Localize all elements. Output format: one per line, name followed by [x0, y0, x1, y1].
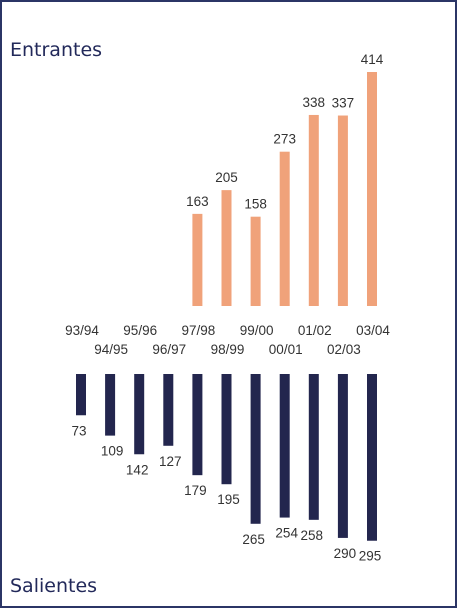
- entrantes-bar-98-99: [221, 190, 232, 306]
- entrantes-value-02-03: 337: [332, 96, 355, 111]
- salientes-bar-03-04: [367, 374, 377, 541]
- salientes-value-01-02: 258: [301, 528, 324, 543]
- entrantes-value-97-98: 163: [186, 194, 209, 209]
- entrantes-value-99-00: 158: [244, 197, 267, 212]
- salientes-bar-97-98: [192, 374, 203, 476]
- category-label-93-94: 93/94: [65, 323, 99, 338]
- entrantes-bar-02-03: [337, 115, 348, 307]
- salientes-bar-95-96: [134, 374, 145, 455]
- entrantes-bar-97-98: [192, 213, 203, 306]
- salientes-heading: Salientes: [10, 575, 97, 597]
- salientes-value-03-04: 295: [359, 549, 382, 564]
- entrantes-value-98-99: 205: [215, 170, 238, 185]
- salientes-value-97-98: 179: [184, 483, 207, 498]
- salientes-bar-94-95: [105, 374, 116, 436]
- salientes-value-00-01: 254: [275, 526, 298, 541]
- entrantes-bar-99-00: [250, 216, 261, 306]
- entrantes-value-00-01: 273: [273, 132, 296, 147]
- salientes-bar-98-99: [221, 374, 232, 485]
- entrantes-bar-01-02: [308, 114, 319, 307]
- salientes-value-95-96: 142: [126, 462, 149, 477]
- category-label-00-01: 00/01: [269, 342, 303, 357]
- entrantes-value-03-04: 414: [361, 52, 384, 67]
- salientes-value-94-95: 109: [101, 444, 124, 459]
- salientes-value-96-97: 127: [159, 454, 182, 469]
- salientes-bar-01-02: [308, 374, 319, 520]
- salientes-bar-02-03: [337, 374, 348, 538]
- salientes-value-99-00: 265: [242, 532, 265, 547]
- salientes-bar-96-97: [163, 374, 174, 446]
- category-label-03-04: 03/04: [356, 323, 390, 338]
- category-label-98-99: 98/99: [211, 342, 245, 357]
- salientes-value-93-94: 73: [71, 423, 86, 438]
- category-label-95-96: 95/96: [123, 323, 157, 338]
- salientes-value-98-99: 195: [217, 492, 240, 507]
- category-label-96-97: 96/97: [152, 342, 186, 357]
- entrantes-bar-03-04: [367, 72, 377, 306]
- category-label-02-03: 02/03: [327, 342, 361, 357]
- salientes-value-02-03: 290: [334, 546, 357, 561]
- category-label-94-95: 94/95: [94, 342, 128, 357]
- entrantes-bar-00-01: [279, 151, 290, 306]
- entrantes-value-01-02: 338: [303, 95, 326, 110]
- entrantes-heading: Entrantes: [10, 39, 102, 61]
- salientes-bar-99-00: [250, 374, 261, 524]
- category-label-99-00: 99/00: [240, 323, 274, 338]
- salientes-bar-00-01: [279, 374, 290, 518]
- category-label-01-02: 01/02: [298, 323, 332, 338]
- category-label-97-98: 97/98: [182, 323, 216, 338]
- salientes-bar-93-94: [76, 374, 86, 416]
